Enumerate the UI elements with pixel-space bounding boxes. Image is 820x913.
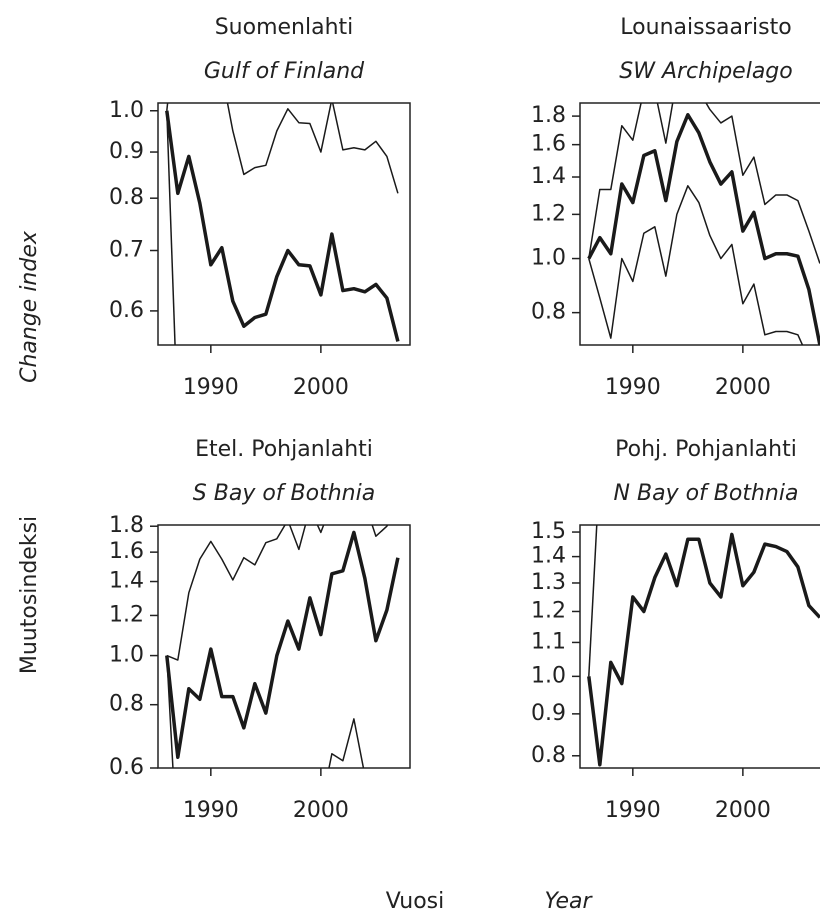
chart-title: Pohj. Pohjanlahti — [615, 437, 797, 462]
y-tick-label: 1.0 — [531, 663, 566, 688]
x-axis-label: Year — [544, 889, 593, 913]
y-tick-label: 0.8 — [109, 692, 144, 717]
y-tick-label: 0.8 — [531, 300, 566, 325]
series-line — [166, 110, 176, 345]
plot-frame — [157, 102, 411, 346]
y-tick-label: 1.1 — [531, 629, 566, 654]
y-tick-label: 1.0 — [109, 643, 144, 668]
y-tick-label: 1.8 — [531, 103, 566, 128]
x-tick-label: 2000 — [293, 798, 349, 823]
series-line — [166, 655, 365, 768]
y-tick-label: 1.6 — [109, 539, 144, 564]
series-line — [587, 113, 820, 345]
y-tick-label: 1.4 — [531, 164, 566, 189]
plot-frame — [157, 524, 411, 769]
chart-subtitle: S Bay of Bothnia — [193, 481, 375, 506]
x-tick-label: 1990 — [605, 375, 661, 400]
series-line — [165, 530, 400, 760]
series-line — [588, 525, 598, 677]
y-tick-label: 0.7 — [109, 238, 144, 263]
y-tick-label: 1.2 — [531, 598, 566, 623]
chart-title: Lounaissaaristo — [620, 15, 791, 40]
series-line — [588, 185, 804, 345]
y-tick-label: 1.0 — [531, 246, 566, 271]
y-tick-label: 0.6 — [109, 755, 144, 780]
series-line — [588, 103, 820, 264]
y-tick-label: 1.3 — [531, 570, 566, 595]
chart-title: Etel. Pohjanlahti — [195, 437, 373, 462]
chart-title: Suomenlahti — [215, 15, 354, 40]
panel: Etel. Pohjanlahti S Bay of Bothnia 1.81.6 1… — [109, 437, 411, 823]
x-axis-label: Vuosi — [386, 889, 445, 913]
y-tick-label: 0.8 — [531, 743, 566, 768]
y-tick-label: 1.0 — [109, 98, 144, 123]
series-line — [166, 525, 389, 661]
y-tick-label: 1.5 — [531, 519, 566, 544]
series-line — [166, 103, 399, 194]
x-tick-label: 2000 — [293, 375, 349, 400]
chart-subtitle: N Bay of Bothnia — [614, 481, 799, 506]
chart-subtitle: Gulf of Finland — [204, 59, 365, 84]
chart-subtitle: SW Archipelago — [619, 59, 792, 84]
y-tick-label: 0.6 — [109, 298, 144, 323]
y-tick-label: 1.6 — [531, 132, 566, 157]
y-tick-label: 1.8 — [109, 513, 144, 538]
panel: Lounaissaaristo SW Archipelago 1.8 1.6 1.4 1.… — [531, 15, 820, 400]
y-tick-label: 1.4 — [109, 569, 144, 594]
y-tick-label: 0.8 — [109, 185, 144, 210]
series-line — [165, 110, 400, 342]
plot-frame — [579, 524, 820, 769]
x-tick-label: 1990 — [183, 798, 239, 823]
panel: Suomenlahti Gulf of Finland 1.0 0.9 0.8 0.7 0.… — [109, 15, 411, 400]
y-tick-label: 0.9 — [531, 701, 566, 726]
x-tick-label: 1990 — [605, 798, 661, 823]
series-line — [587, 532, 820, 767]
x-tick-label: 1990 — [183, 375, 239, 400]
x-tick-label: 2000 — [715, 798, 771, 823]
y-tick-label: 0.9 — [109, 139, 144, 164]
y-tick-label: 1.4 — [531, 544, 566, 569]
y-axis-label: Change index — [17, 230, 42, 383]
x-tick-label: 2000 — [715, 375, 771, 400]
y-tick-label: 1.2 — [109, 602, 144, 627]
y-tick-label: 1.2 — [531, 201, 566, 226]
y-axis-label: Muutosindeksi — [17, 516, 42, 674]
